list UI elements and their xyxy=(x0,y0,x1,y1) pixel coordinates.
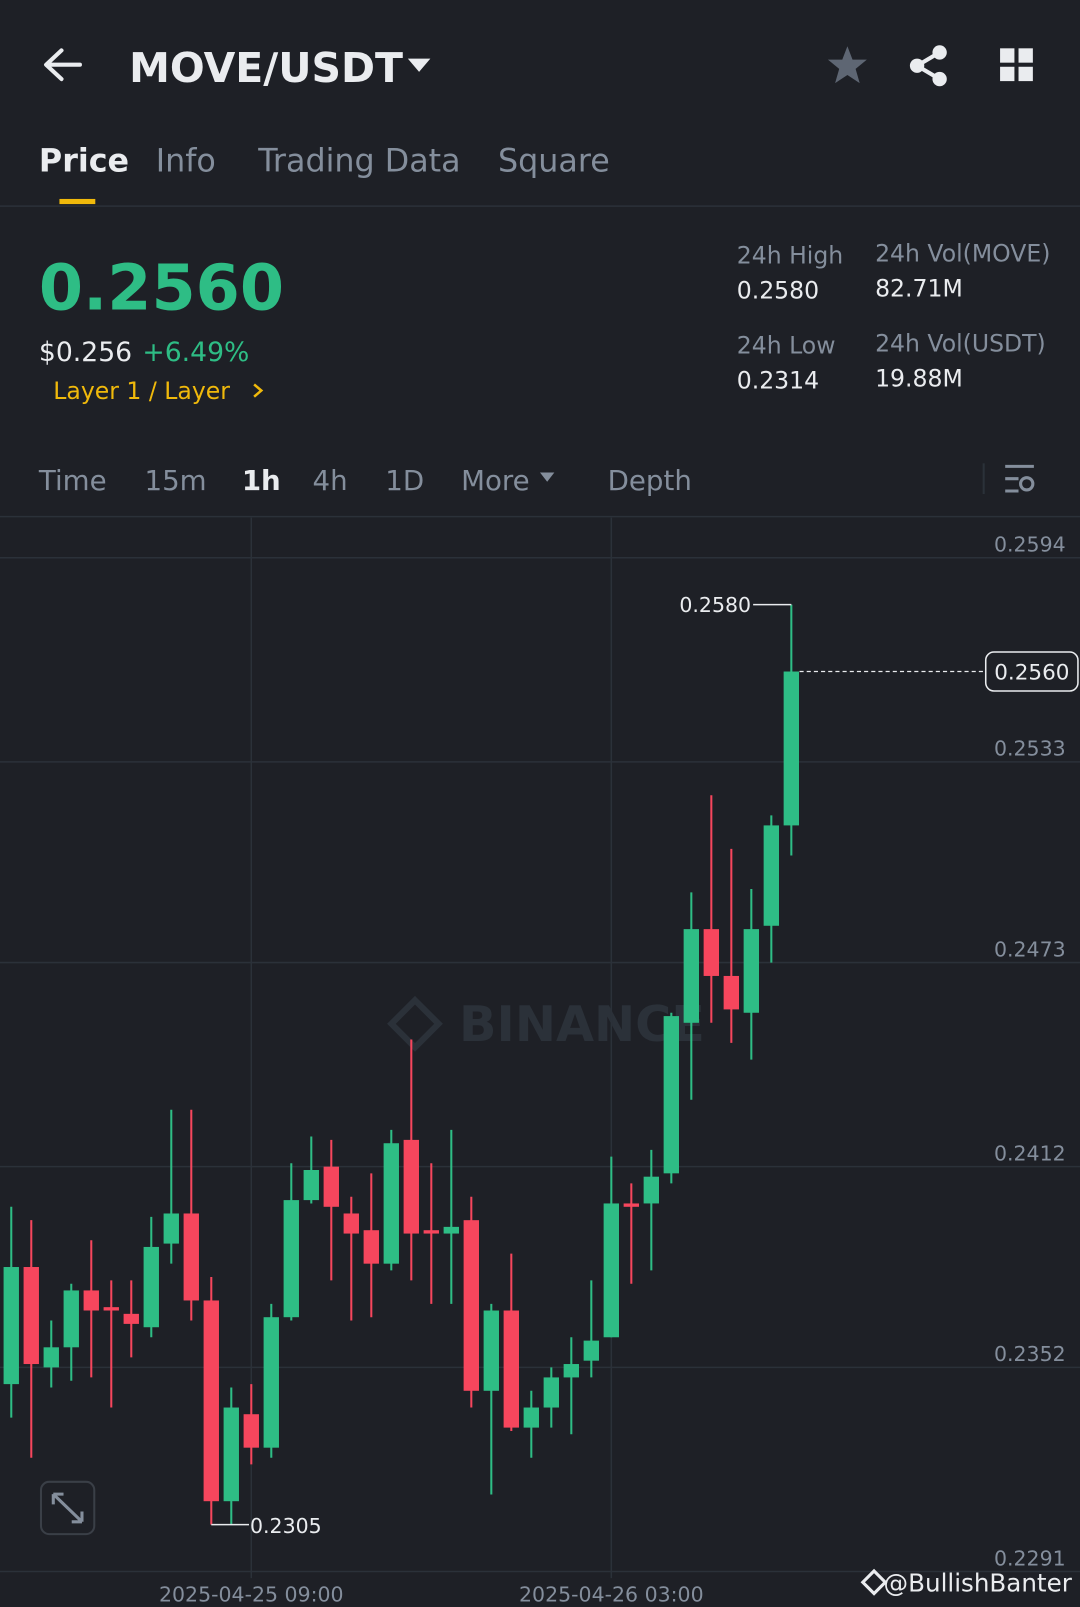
last-price-label: 0.2560 xyxy=(994,661,1069,686)
stat-value: 82.71M xyxy=(875,274,963,302)
pair-dropdown[interactable] xyxy=(407,58,431,72)
last-price-tag xyxy=(984,651,1079,692)
candle-body xyxy=(583,1340,600,1361)
candle-body xyxy=(83,1290,99,1311)
y-tick-label: 0.2473 xyxy=(994,937,1066,961)
candle-body xyxy=(683,929,700,1023)
favorite-icon[interactable] xyxy=(827,46,867,84)
candle-body xyxy=(143,1246,159,1328)
credit: @BullishBanter xyxy=(884,1568,1073,1597)
stat-value: 19.88M xyxy=(875,364,963,392)
credit-logo xyxy=(860,1568,888,1596)
candle-body xyxy=(623,1203,640,1207)
stat-value: 0.2314 xyxy=(737,367,819,395)
interval-option[interactable]: 4h xyxy=(313,464,348,497)
interval-option[interactable]: Depth xyxy=(608,464,692,497)
y-tick-label: 0.2291 xyxy=(994,1546,1066,1570)
last-price: 0.2560 xyxy=(39,251,284,325)
candle-body xyxy=(63,1290,79,1348)
grid-icon[interactable] xyxy=(1000,48,1033,82)
candle-body xyxy=(283,1200,299,1318)
candle-body xyxy=(483,1310,499,1391)
stat-label: 24h Low xyxy=(737,332,836,360)
candle-body xyxy=(763,825,780,926)
stat-label: 24h Vol(MOVE) xyxy=(875,239,1050,267)
candle-body xyxy=(343,1213,359,1234)
price-change: +6.49% xyxy=(142,337,249,368)
candle-body xyxy=(123,1313,139,1324)
stat-label: 24h Vol(USDT) xyxy=(875,330,1046,358)
x-tick-label: 2025-04-26 03:00 xyxy=(519,1583,704,1607)
candle-body xyxy=(163,1213,179,1244)
stat-value: 0.2580 xyxy=(737,276,819,304)
candle-body xyxy=(743,929,760,1013)
y-tick-label: 0.2412 xyxy=(994,1142,1066,1166)
candle-body xyxy=(503,1310,519,1428)
candle-body xyxy=(703,929,720,976)
candle-body xyxy=(263,1317,279,1448)
stat-label: 24h High xyxy=(737,241,843,269)
candle-body xyxy=(563,1364,579,1378)
candle-body xyxy=(323,1166,339,1207)
tab[interactable]: Trading Data xyxy=(257,143,460,179)
candle-body xyxy=(363,1230,379,1264)
watermark-logo xyxy=(387,995,443,1052)
low-marker-label: 0.2305 xyxy=(250,1514,322,1538)
interval-option[interactable]: 1h xyxy=(242,464,281,497)
usd-price: $0.256 xyxy=(39,337,132,368)
back-button[interactable] xyxy=(44,48,82,82)
y-tick-label: 0.2594 xyxy=(994,533,1066,557)
candle-body xyxy=(203,1300,219,1502)
y-tick-label: 0.2533 xyxy=(994,737,1066,761)
candle-body xyxy=(443,1226,459,1234)
expand-button[interactable] xyxy=(39,1480,96,1536)
candle-body xyxy=(383,1143,399,1264)
candle-body xyxy=(663,1016,680,1174)
candle-body xyxy=(23,1267,39,1365)
tab[interactable]: Square xyxy=(498,143,610,179)
share-icon[interactable] xyxy=(909,45,947,87)
candle-body xyxy=(723,975,740,1010)
high-marker-label: 0.2580 xyxy=(679,593,751,617)
candle-body xyxy=(603,1203,620,1338)
tab[interactable]: Info xyxy=(156,143,216,179)
candle-body xyxy=(523,1407,539,1428)
tab[interactable]: Price xyxy=(39,143,129,179)
candle-body xyxy=(43,1347,59,1368)
tag-chevron xyxy=(253,383,264,398)
candle-body xyxy=(223,1407,239,1502)
candle-body xyxy=(403,1139,419,1234)
candle-body xyxy=(103,1307,119,1311)
x-tick-label: 2025-04-25 09:00 xyxy=(159,1583,344,1607)
interval-option[interactable]: More xyxy=(461,464,530,497)
interval-option[interactable]: 1D xyxy=(385,464,424,497)
candle-body xyxy=(463,1220,479,1391)
candle-body xyxy=(783,671,800,826)
candle-body xyxy=(183,1213,199,1301)
chart-settings-icon[interactable] xyxy=(1005,464,1035,493)
candle-body xyxy=(543,1377,559,1408)
y-tick-label: 0.2352 xyxy=(994,1342,1066,1366)
candle-body xyxy=(243,1414,259,1448)
candle-body xyxy=(643,1176,660,1204)
pair-title[interactable]: MOVE/USDT xyxy=(129,44,403,92)
candle-body xyxy=(3,1267,19,1385)
category-tag[interactable]: Layer 1 / Layer xyxy=(53,377,230,405)
interval-option[interactable]: Time xyxy=(38,464,107,497)
interval-option[interactable]: 15m xyxy=(144,464,206,497)
candle-body xyxy=(423,1230,439,1234)
active-tab-indicator xyxy=(59,198,96,205)
candle-body xyxy=(303,1169,319,1201)
expand-icon xyxy=(51,1492,84,1524)
more-dropdown[interactable] xyxy=(540,472,555,482)
